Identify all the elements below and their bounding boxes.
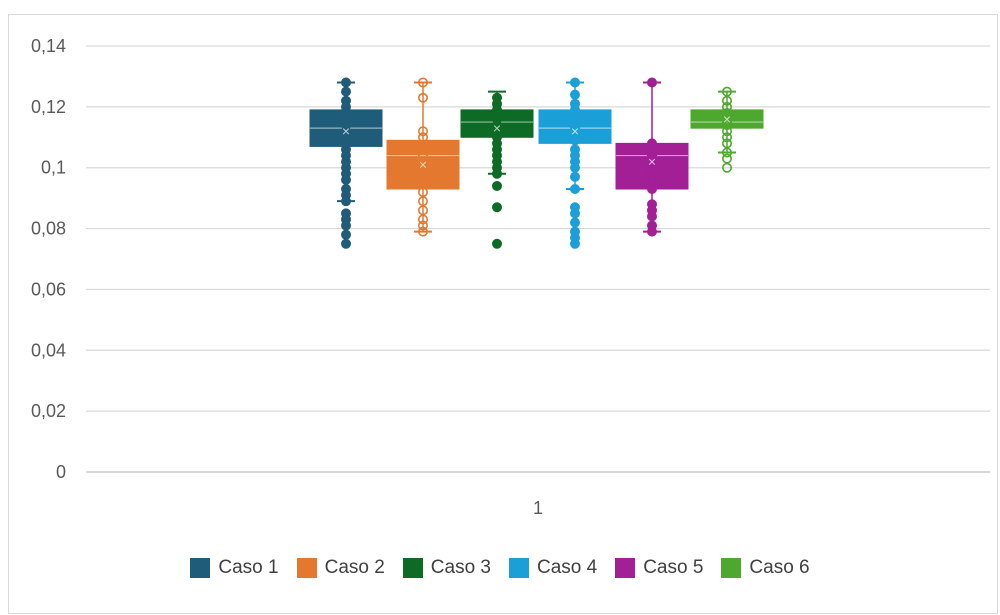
grid-lines bbox=[86, 45, 990, 473]
legend-item: Caso 1 bbox=[190, 557, 279, 579]
legend-item: Caso 3 bbox=[402, 557, 491, 579]
mean-marker: × bbox=[493, 120, 501, 136]
legend-label: Caso 3 bbox=[430, 557, 491, 578]
y-tick-label: 0,12 bbox=[31, 97, 66, 117]
data-point bbox=[721, 120, 732, 131]
data-point bbox=[721, 162, 732, 173]
legend-label: Caso 6 bbox=[749, 557, 810, 578]
y-axis-ticks: 0 0,02 0,04 0,06 0,08 0,1 0,12 0,14 bbox=[31, 36, 66, 482]
data-point bbox=[570, 208, 580, 219]
data-point bbox=[341, 174, 351, 185]
data-point bbox=[417, 226, 428, 237]
data-point bbox=[341, 220, 351, 231]
data-point bbox=[647, 174, 657, 185]
legend-swatch bbox=[296, 558, 317, 578]
y-tick-label: 0,06 bbox=[31, 279, 66, 299]
legend-label: Caso 1 bbox=[218, 557, 279, 578]
data-point bbox=[570, 89, 580, 100]
mean-marker: × bbox=[571, 123, 579, 139]
data-point bbox=[721, 132, 732, 143]
legend-label: Caso 2 bbox=[324, 557, 385, 578]
series-caso-3: × bbox=[460, 90, 534, 249]
legend-swatch bbox=[509, 558, 529, 578]
x-tick-label: 1 bbox=[533, 498, 543, 518]
data-point bbox=[721, 95, 732, 106]
legend-swatch bbox=[190, 558, 211, 578]
data-point bbox=[341, 238, 351, 249]
data-point bbox=[721, 114, 732, 125]
data-point bbox=[341, 229, 351, 240]
y-tick-label: 0,02 bbox=[31, 401, 66, 421]
data-point bbox=[341, 86, 351, 97]
legend-swatch bbox=[615, 558, 636, 578]
legend-item: Caso 5 bbox=[615, 557, 703, 579]
data-point bbox=[570, 162, 580, 173]
mean-marker: × bbox=[648, 154, 656, 170]
y-tick-label: 0,04 bbox=[31, 340, 66, 360]
data-point bbox=[721, 101, 732, 112]
data-point bbox=[570, 77, 580, 88]
box bbox=[690, 109, 764, 129]
data-point bbox=[721, 147, 732, 158]
y-tick-label: 0 bbox=[56, 462, 66, 482]
series-caso-2: × bbox=[386, 77, 460, 237]
data-point bbox=[417, 214, 428, 225]
data-point bbox=[417, 126, 428, 137]
mean-marker: × bbox=[723, 111, 731, 127]
legend-label: Caso 4 bbox=[537, 557, 598, 578]
data-point bbox=[492, 202, 502, 213]
data-point bbox=[417, 92, 428, 103]
data-point bbox=[417, 77, 428, 88]
data-point bbox=[647, 184, 657, 195]
mean-marker: × bbox=[342, 123, 350, 139]
data-point bbox=[570, 217, 580, 228]
data-point bbox=[492, 168, 502, 179]
series-caso-6: × bbox=[690, 86, 764, 173]
data-point bbox=[417, 171, 428, 182]
series-boxes: × × × × × × bbox=[309, 77, 764, 249]
data-point bbox=[647, 226, 657, 237]
series-caso-4: × bbox=[538, 77, 612, 249]
y-tick-label: 0,1 bbox=[41, 158, 66, 178]
chart-legend: Caso 1 Caso 2 Caso 3 Caso 4 Caso 5 Caso 6 bbox=[0, 557, 1000, 579]
data-point bbox=[492, 180, 502, 191]
data-point bbox=[721, 126, 732, 137]
legend-swatch bbox=[721, 558, 742, 578]
mean-marker: × bbox=[419, 157, 427, 173]
legend-item: Caso 6 bbox=[721, 557, 810, 579]
data-point bbox=[417, 150, 428, 161]
legend-item: Caso 4 bbox=[509, 557, 597, 579]
data-point bbox=[647, 77, 657, 88]
x-axis-ticks: 1 bbox=[533, 498, 543, 518]
series-caso-1: × bbox=[309, 77, 383, 249]
data-point bbox=[417, 220, 428, 231]
data-point bbox=[417, 156, 428, 167]
y-tick-label: 0,14 bbox=[31, 36, 66, 56]
legend-swatch bbox=[402, 558, 423, 578]
data-point bbox=[341, 77, 351, 88]
series-caso-5: × bbox=[615, 77, 689, 237]
data-point bbox=[341, 196, 351, 207]
data-point bbox=[492, 238, 502, 249]
data-point bbox=[570, 171, 580, 182]
data-point bbox=[721, 153, 732, 164]
legend-item: Caso 2 bbox=[296, 557, 385, 579]
legend-label: Caso 5 bbox=[643, 557, 704, 578]
data-point bbox=[570, 238, 580, 249]
data-point bbox=[647, 211, 657, 222]
data-point bbox=[570, 184, 580, 195]
y-tick-label: 0,08 bbox=[31, 219, 66, 239]
